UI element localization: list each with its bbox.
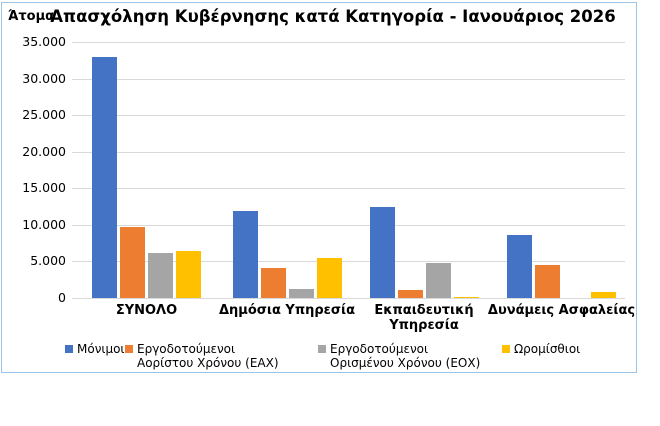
bar-2-2 xyxy=(260,268,286,298)
category-label: Εκπαιδευτική Υπηρεσία xyxy=(339,303,509,333)
legend-swatch-icon xyxy=(125,345,133,353)
y-tick-label: 10.000 xyxy=(22,216,66,232)
category-label-line: Δημόσια Υπηρεσία xyxy=(218,303,356,318)
bar-2-3 xyxy=(397,290,423,298)
category-label-line: Εκπαιδευτική xyxy=(374,303,474,318)
gridline xyxy=(72,115,625,117)
legend-swatch-icon xyxy=(65,345,73,353)
bar-1-3 xyxy=(369,206,395,298)
gridline xyxy=(72,78,625,80)
legend-label-line: Αορίστου Χρόνου (ΕΑΧ) xyxy=(137,356,279,370)
y-tick-label: 25.000 xyxy=(22,107,66,123)
category-label-line: Υπηρεσία xyxy=(389,317,459,333)
category-label-line: Δυνάμεις Ασφαλείας xyxy=(487,303,636,318)
bar-2-1 xyxy=(120,227,145,298)
gridline xyxy=(72,188,625,190)
legend-label-line: Εργοδοτούμενοι xyxy=(330,342,429,356)
category-label-line: ΣΥΝΟΛΟ xyxy=(115,303,178,318)
gridline xyxy=(72,151,625,153)
bar-4-1 xyxy=(176,250,201,298)
legend-label-line: Μόνιμοι xyxy=(77,342,125,356)
bar-4-4 xyxy=(591,292,616,298)
gridline xyxy=(72,42,625,43)
legend-label: Εργοδοτούμενοι Αορίστου Χρόνου (ΕΑΧ) xyxy=(137,342,279,370)
legend-label-line: Εργοδοτούμενοι xyxy=(137,342,236,356)
bar-3-2 xyxy=(288,288,314,298)
chart-title: Απασχόληση Κυβέρνησης κατά Κατηγορία - Ι… xyxy=(50,7,616,26)
bar-3-1 xyxy=(148,253,173,298)
category-label: Δυνάμεις Ασφαλείας xyxy=(477,303,647,319)
y-tick-label: 35.000 xyxy=(22,34,66,49)
gridline xyxy=(72,224,625,226)
legend-swatch-icon xyxy=(502,345,510,353)
bar-2-4 xyxy=(535,265,560,298)
legend-label-line: Ορισμένου Χρόνου (ΕΟΧ) xyxy=(330,356,481,370)
legend-label: Μόνιμοι xyxy=(77,342,125,356)
y-tick-label: 20.000 xyxy=(22,143,66,159)
legend-item: Εργοδοτούμενοι Ορισμένου Χρόνου (ΕΟΧ) xyxy=(318,342,480,370)
bar-4-3 xyxy=(453,296,479,298)
y-tick-label: 15.000 xyxy=(22,180,66,196)
category-label: ΣΥΝΟΛΟ xyxy=(62,303,232,319)
y-tick-label: 0 xyxy=(58,290,66,305)
legend-label: Εργοδοτούμενοι Ορισμένου Χρόνου (ΕΟΧ) xyxy=(330,342,480,370)
x-axis-line xyxy=(72,298,625,299)
gridline xyxy=(72,261,625,263)
y-tick-label: 30.000 xyxy=(22,70,66,86)
y-tick-label: 5.000 xyxy=(30,253,66,269)
legend-item: Μόνιμοι xyxy=(65,342,125,356)
bar-1-2 xyxy=(232,211,258,298)
y-axis-title: Άτομα xyxy=(8,9,55,24)
bar-1-4 xyxy=(507,235,532,298)
legend-swatch-icon xyxy=(318,345,326,353)
bar-3-3 xyxy=(425,262,451,298)
legend-item: Εργοδοτούμενοι Αορίστου Χρόνου (ΕΑΧ) xyxy=(125,342,279,370)
category-label: Δημόσια Υπηρεσία xyxy=(202,303,372,319)
bar-1-1 xyxy=(92,56,117,298)
bar-4-2 xyxy=(316,257,342,298)
legend-label: Ωρομίσθιοι xyxy=(514,342,580,356)
legend-label-line: Ωρομίσθιοι xyxy=(514,342,581,356)
legend-item: Ωρομίσθιοι xyxy=(502,342,580,356)
